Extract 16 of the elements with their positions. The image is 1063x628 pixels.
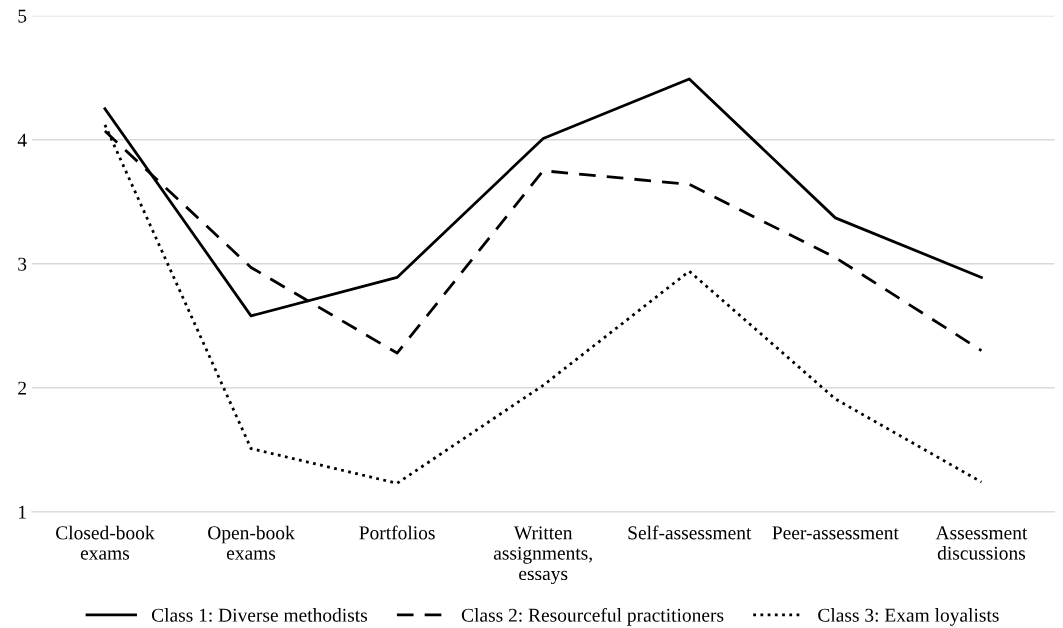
x-tick-label: Portfolios (359, 525, 435, 540)
x-tick-label: Closed-book exams (56, 525, 155, 560)
x-tick-label: Self-assessment (628, 525, 752, 540)
legend-label: Class 1: Diverse methodists (151, 608, 368, 622)
legend-label: Class 3: Exam loyalists (818, 608, 999, 626)
y-tick-label: 2 (18, 381, 26, 395)
y-tick-label: 5 (18, 9, 27, 23)
legend-label: Class 2: Resourceful practitioners (461, 607, 724, 626)
line-series (103, 123, 983, 485)
y-tick-label: 3 (18, 257, 27, 271)
x-tick-label: Open-book exams (208, 525, 295, 560)
x-tick-label: Written assignments, essays (493, 526, 592, 585)
x-tick-label: Assessment discussions (935, 526, 1028, 560)
x-tick-label: Peer-assessment (772, 526, 899, 540)
y-tick-label: 1 (19, 505, 26, 519)
y-tick-label: 4 (17, 133, 27, 147)
